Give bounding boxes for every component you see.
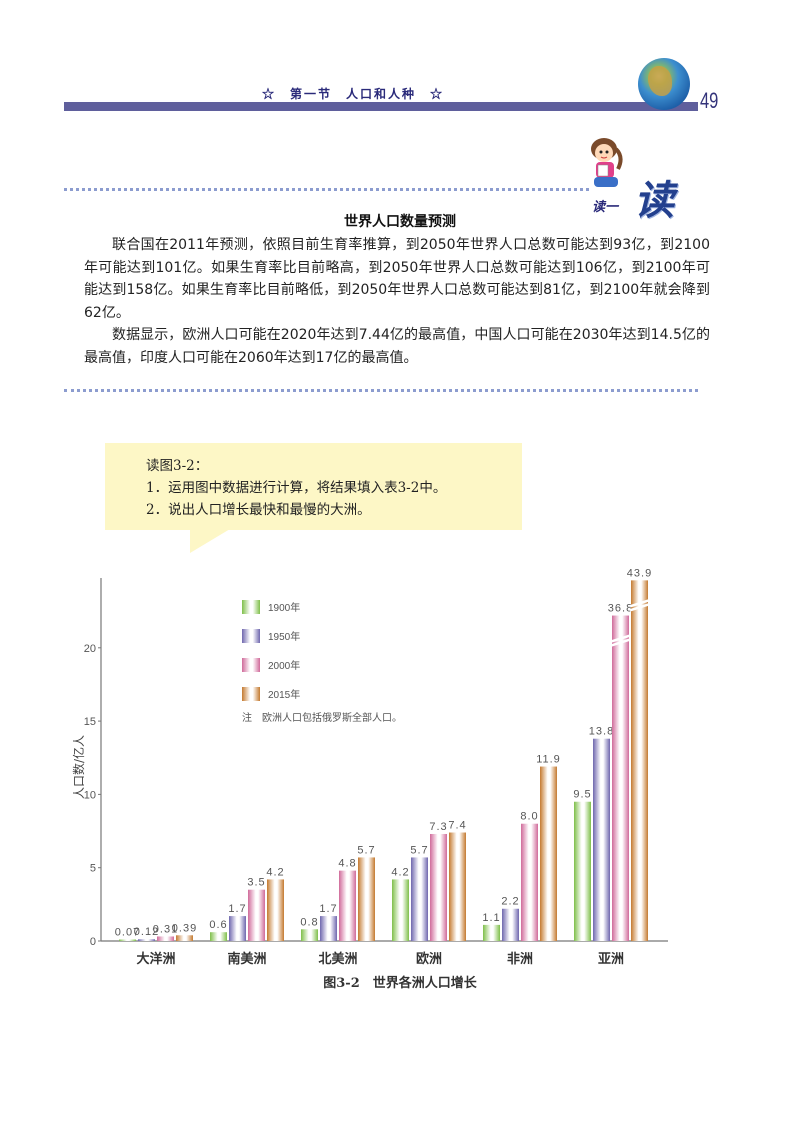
- bar: [574, 801, 591, 941]
- legend-swatch: [242, 658, 260, 672]
- axis-break-mark: [610, 634, 631, 647]
- bar-value-label: 9.5: [573, 789, 591, 801]
- header-bar: [64, 102, 698, 111]
- bar: [210, 932, 227, 941]
- bar-value-label: 13.8: [589, 726, 614, 738]
- callout-line-3: 2．说出人口增长最快和最慢的大洲。: [146, 502, 371, 518]
- bar-value-label: 0.07: [115, 927, 140, 939]
- y-tick-label: 15: [84, 716, 96, 728]
- legend-swatch: [242, 600, 260, 614]
- category-label: 北美洲: [318, 951, 357, 967]
- bar-value-label: 4.2: [266, 866, 284, 878]
- reading-paragraph-2: 数据显示，欧洲人口可能在2020年达到7.44亿的最高值，中国人口可能在2030…: [84, 327, 710, 366]
- bar-value-label: 1.7: [228, 903, 246, 915]
- bar-value-label: 7.3: [429, 821, 447, 833]
- bar: [392, 879, 409, 941]
- y-tick-label: 20: [84, 643, 96, 655]
- bar-value-label: 43.9: [627, 567, 652, 579]
- axis-break-mark: [629, 599, 650, 612]
- callout-text: 读图3-2： 1．运用图中数据进行计算，将结果填入表3-2中。 2．说出人口增长…: [146, 455, 446, 521]
- bar: [483, 924, 500, 941]
- bar: [521, 823, 538, 941]
- bar-value-label: 0.31: [153, 923, 178, 935]
- category-label: 南美洲: [227, 951, 266, 967]
- legend-label: 2000年: [268, 659, 300, 672]
- legend-label: 1900年: [268, 601, 300, 614]
- category-label: 亚洲: [598, 952, 624, 967]
- legend-swatch: [242, 687, 260, 701]
- y-tick-label: 5: [90, 863, 96, 875]
- bar-value-label: 1.1: [482, 912, 500, 924]
- legend-label: 1950年: [268, 630, 300, 643]
- callout-tail: [190, 529, 230, 553]
- bar-value-label: 3.5: [247, 877, 265, 889]
- callout-line-1: 读图3-2：: [146, 458, 209, 474]
- chart-annotation: 注 欧洲人口包括俄罗斯全部人口。: [242, 711, 402, 724]
- bar: [119, 939, 136, 941]
- reading-title: 世界人口数量预测: [344, 214, 456, 230]
- bar-value-label: 1.7: [319, 903, 337, 915]
- legend-swatch: [242, 629, 260, 643]
- page-number: 49: [700, 88, 719, 113]
- section-header-title: ☆ 第一节 人口和人种 ☆: [262, 87, 445, 101]
- y-axis-label: 人口数/亿人: [71, 735, 86, 799]
- bar: [631, 580, 648, 941]
- bar: [449, 832, 466, 941]
- bar: [540, 766, 557, 941]
- callout-line-2: 1．运用图中数据进行计算，将结果填入表3-2中。: [146, 480, 447, 496]
- reading-top-divider: [64, 188, 589, 191]
- reading-paragraphs: 联合国在2011年预测，依照目前生育率推算，到2050年世界人口总数可能达到93…: [84, 234, 710, 369]
- bar-value-label: 8.0: [520, 811, 538, 823]
- category-label: 大洋洲: [136, 951, 175, 967]
- bar-value-label: 5.7: [357, 844, 375, 856]
- reading-paragraph-1: 联合国在2011年预测，依照目前生育率推算，到2050年世界人口总数可能达到93…: [84, 237, 710, 321]
- bar: [157, 936, 174, 941]
- read-badge-small: 读一: [592, 200, 619, 215]
- bar: [502, 908, 519, 941]
- bar: [411, 857, 428, 941]
- bar: [138, 939, 155, 941]
- legend-label: 2015年: [268, 688, 300, 701]
- bar-value-label: 4.2: [391, 866, 409, 878]
- bar: [248, 889, 265, 941]
- y-tick-label: 0: [90, 936, 96, 948]
- chart-caption: 图3-2 世界各洲人口增长: [323, 976, 477, 991]
- reading-girl-icon: [591, 138, 623, 187]
- bar: [267, 879, 284, 941]
- bar-value-label: 0.8: [300, 916, 318, 928]
- bar: [339, 870, 356, 941]
- bar: [229, 916, 246, 941]
- category-label: 欧洲: [416, 951, 442, 967]
- bar-value-label: 0.6: [209, 919, 227, 931]
- callout-box: [105, 443, 522, 530]
- bar-value-label: 0.12: [134, 926, 159, 938]
- bar: [593, 738, 610, 941]
- bar: [320, 916, 337, 941]
- bar-value-label: 5.7: [410, 844, 428, 856]
- bar-value-label: 4.8: [338, 858, 356, 870]
- bar-value-label: 0.39: [172, 922, 197, 934]
- bar-value-label: 36.8: [608, 603, 633, 615]
- bar-value-label: 2.2: [501, 896, 519, 908]
- bar-value-label: 7.4: [448, 820, 466, 832]
- bar-value-label: 11.9: [536, 754, 561, 766]
- bar: [358, 857, 375, 941]
- read-badge-big: 读: [634, 177, 675, 224]
- bar: [612, 615, 629, 941]
- bar: [301, 929, 318, 941]
- y-tick-label: 10: [84, 789, 96, 801]
- category-label: 非洲: [507, 951, 533, 967]
- bar: [430, 833, 447, 941]
- reading-bottom-divider: [64, 389, 698, 392]
- bar: [176, 935, 193, 941]
- globe-land-decoration: [648, 66, 672, 96]
